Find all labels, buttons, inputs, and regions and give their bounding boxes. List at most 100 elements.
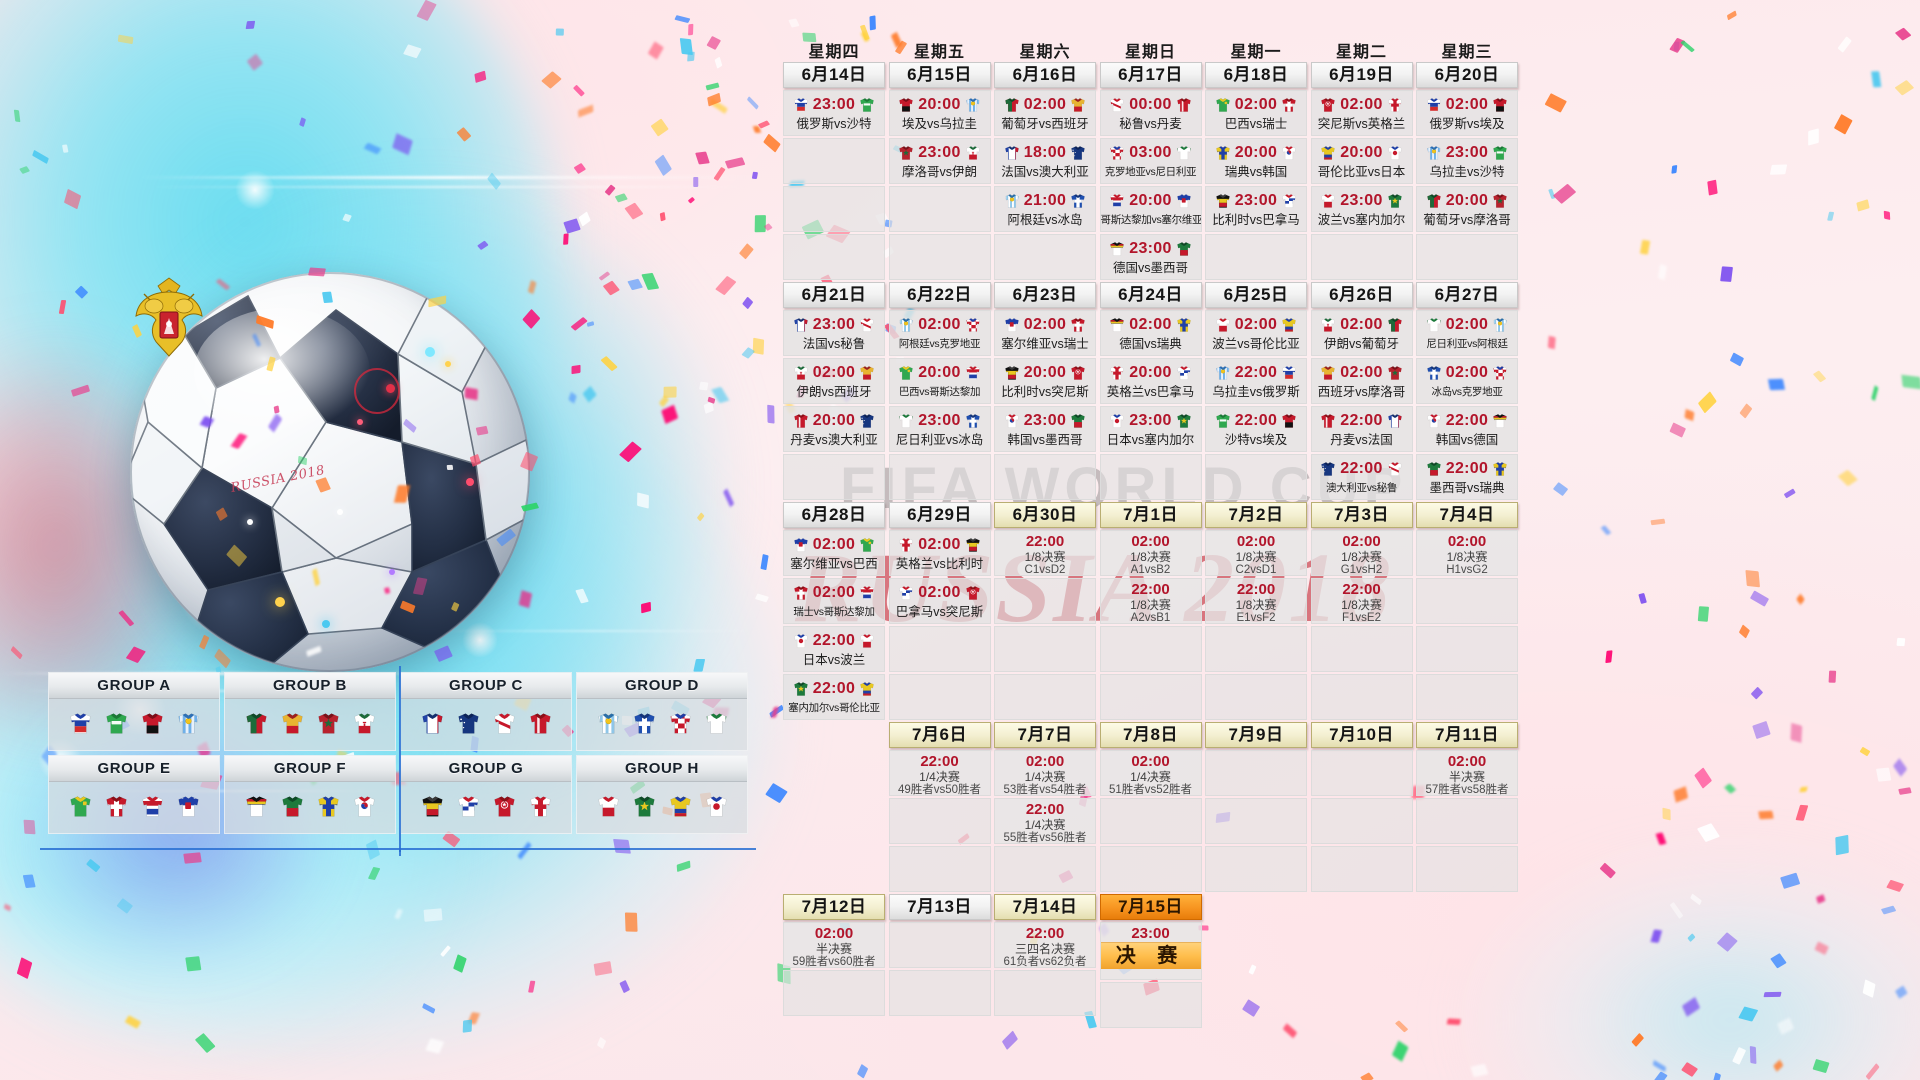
group-match-cell[interactable]: 02:00 巴拿马vs突尼斯 xyxy=(888,578,991,624)
group-box-group-c[interactable]: GROUP C xyxy=(400,672,572,751)
date-header-6月22日[interactable]: 6月22日 xyxy=(888,282,991,308)
group-match-cell[interactable]: 03:00 克罗地亚vs尼日利亚 xyxy=(1099,138,1202,184)
group-match-cell[interactable]: 02:00 德国vs瑞典 xyxy=(1099,310,1202,356)
group-match-cell[interactable]: 02:00 西班牙vs摩洛哥 xyxy=(1310,358,1413,404)
date-header-6月19日[interactable]: 6月19日 xyxy=(1310,62,1413,88)
group-match-cell[interactable]: 20:00 瑞典vs韩国 xyxy=(1205,138,1307,184)
date-header-7月14日[interactable]: 7月14日 xyxy=(994,894,1096,920)
group-box-group-g[interactable]: GROUP G xyxy=(400,755,572,834)
group-box-group-h[interactable]: GROUP H xyxy=(576,755,748,834)
group-box-group-f[interactable]: GROUP F xyxy=(224,755,396,834)
date-header-7月15日[interactable]: 7月15日 xyxy=(1099,894,1202,920)
date-header-7月6日[interactable]: 7月6日 xyxy=(888,722,991,748)
group-box-group-a[interactable]: GROUP A xyxy=(48,672,220,751)
knockout-match-cell[interactable]: 02:00 半决赛 57胜者vs58胜者 xyxy=(1416,750,1518,796)
date-header-6月27日[interactable]: 6月27日 xyxy=(1416,282,1518,308)
group-match-cell[interactable]: 18:00 法国vs澳大利亚 xyxy=(994,138,1096,184)
group-box-group-b[interactable]: GROUP B xyxy=(224,672,396,751)
date-header-7月10日[interactable]: 7月10日 xyxy=(1310,722,1413,748)
group-match-cell[interactable]: 02:00 葡萄牙vs西班牙 xyxy=(994,90,1096,136)
knockout-match-cell[interactable]: 22:00 1/8决赛 F1vsE2 xyxy=(1310,578,1413,624)
group-match-cell[interactable]: 02:00 塞尔维亚vs巴西 xyxy=(783,530,885,576)
group-box-group-e[interactable]: GROUP E xyxy=(48,755,220,834)
date-header-7月11日[interactable]: 7月11日 xyxy=(1416,722,1518,748)
knockout-match-cell[interactable]: 22:00 1/4决赛 55胜者vs56胜者 xyxy=(994,798,1096,844)
date-header-6月14日[interactable]: 6月14日 xyxy=(783,62,885,88)
group-match-cell[interactable]: 20:00 巴西vs哥斯达黎加 xyxy=(888,358,991,404)
group-match-cell[interactable]: 23:00 德国vs墨西哥 xyxy=(1099,234,1202,280)
group-match-cell[interactable]: 02:00 英格兰vs比利时 xyxy=(888,530,991,576)
date-header-7月4日[interactable]: 7月4日 xyxy=(1416,502,1518,528)
group-match-cell[interactable]: 23:00 尼日利亚vs冰岛 xyxy=(888,406,991,452)
knockout-match-cell[interactable]: 02:00 1/8决赛 A1vsB2 xyxy=(1099,530,1202,576)
group-match-cell[interactable]: 20:00 哥斯达黎加vs塞尔维亚 xyxy=(1099,186,1202,232)
group-match-cell[interactable]: 02:00 伊朗vs葡萄牙 xyxy=(1310,310,1413,356)
group-match-cell[interactable]: 23:00 韩国vs墨西哥 xyxy=(994,406,1096,452)
group-match-cell[interactable]: 23:00 波兰vs塞内加尔 xyxy=(1310,186,1413,232)
group-match-cell[interactable]: 22:00 沙特vs埃及 xyxy=(1205,406,1307,452)
knockout-match-cell[interactable]: 22:00 1/8决赛 E1vsF2 xyxy=(1205,578,1307,624)
group-match-cell[interactable]: 23:00 比利时vs巴拿马 xyxy=(1205,186,1307,232)
group-match-cell[interactable]: 20:00 葡萄牙vs摩洛哥 xyxy=(1416,186,1518,232)
group-match-cell[interactable]: 02:00 尼日利亚vs阿根廷 xyxy=(1416,310,1518,356)
group-match-cell[interactable]: 22:00 塞内加尔vs哥伦比亚 xyxy=(783,674,885,720)
date-header-7月1日[interactable]: 7月1日 xyxy=(1099,502,1202,528)
date-header-7月8日[interactable]: 7月8日 xyxy=(1099,722,1202,748)
group-box-group-d[interactable]: GROUP D xyxy=(576,672,748,751)
group-match-cell[interactable]: 02:00 伊朗vs西班牙 xyxy=(783,358,885,404)
date-header-7月7日[interactable]: 7月7日 xyxy=(994,722,1096,748)
group-match-cell[interactable]: 20:00 埃及vs乌拉圭 xyxy=(888,90,991,136)
final-match-cell[interactable]: 23:00 决 赛 xyxy=(1099,922,1202,980)
knockout-match-cell[interactable]: 22:00 1/4决赛 49胜者vs50胜者 xyxy=(888,750,991,796)
date-header-7月2日[interactable]: 7月2日 xyxy=(1205,502,1307,528)
date-header-7月13日[interactable]: 7月13日 xyxy=(888,894,991,920)
group-match-cell[interactable]: 20:00 比利时vs突尼斯 xyxy=(994,358,1096,404)
date-header-7月9日[interactable]: 7月9日 xyxy=(1205,722,1307,748)
knockout-match-cell[interactable]: 22:00 1/8决赛 C1vsD2 xyxy=(994,530,1096,576)
knockout-match-cell[interactable]: 02:00 1/4决赛 53胜者vs54胜者 xyxy=(994,750,1096,796)
group-match-cell[interactable]: 20:00 哥伦比亚vs日本 xyxy=(1310,138,1413,184)
group-match-cell[interactable]: 02:00 俄罗斯vs埃及 xyxy=(1416,90,1518,136)
date-header-6月21日[interactable]: 6月21日 xyxy=(783,282,885,308)
group-match-cell[interactable]: 02:00 瑞士vs哥斯达黎加 xyxy=(783,578,885,624)
group-match-cell[interactable]: 20:00 英格兰vs巴拿马 xyxy=(1099,358,1202,404)
date-header-7月12日[interactable]: 7月12日 xyxy=(783,894,885,920)
date-header-6月30日[interactable]: 6月30日 xyxy=(994,502,1096,528)
group-match-cell[interactable]: 22:00 丹麦vs法国 xyxy=(1310,406,1413,452)
knockout-match-cell[interactable]: 02:00 1/4决赛 51胜者vs52胜者 xyxy=(1099,750,1202,796)
group-match-cell[interactable]: 02:00 冰岛vs克罗地亚 xyxy=(1416,358,1518,404)
date-header-6月15日[interactable]: 6月15日 xyxy=(888,62,991,88)
date-header-6月29日[interactable]: 6月29日 xyxy=(888,502,991,528)
date-header-6月17日[interactable]: 6月17日 xyxy=(1099,62,1202,88)
group-match-cell[interactable]: 22:00 乌拉圭vs俄罗斯 xyxy=(1205,358,1307,404)
knockout-match-cell[interactable]: 02:00 1/8决赛 H1vsG2 xyxy=(1416,530,1518,576)
group-match-cell[interactable]: 22:00 墨西哥vs瑞典 xyxy=(1416,454,1518,500)
knockout-match-cell[interactable]: 22:00 1/8决赛 A2vsB1 xyxy=(1099,578,1202,624)
group-match-cell[interactable]: 02:00 巴西vs瑞士 xyxy=(1205,90,1307,136)
date-header-6月28日[interactable]: 6月28日 xyxy=(783,502,885,528)
group-match-cell[interactable]: 21:00 阿根廷vs冰岛 xyxy=(994,186,1096,232)
group-match-cell[interactable]: 02:00 突尼斯vs英格兰 xyxy=(1310,90,1413,136)
knockout-match-cell[interactable]: 02:00 半决赛 59胜者vs60胜者 xyxy=(783,922,885,968)
date-header-6月25日[interactable]: 6月25日 xyxy=(1205,282,1307,308)
group-match-cell[interactable]: 22:00 日本vs波兰 xyxy=(783,626,885,672)
knockout-match-cell[interactable]: 22:00 三四名决赛 61负者vs62负者 xyxy=(994,922,1096,968)
group-match-cell[interactable]: 02:00 波兰vs哥伦比亚 xyxy=(1205,310,1307,356)
knockout-match-cell[interactable]: 02:00 1/8决赛 C2vsD1 xyxy=(1205,530,1307,576)
group-match-cell[interactable]: 02:00 阿根廷vs克罗地亚 xyxy=(888,310,991,356)
knockout-match-cell[interactable]: 02:00 1/8决赛 G1vsH2 xyxy=(1310,530,1413,576)
group-match-cell[interactable]: 23:00 日本vs塞内加尔 xyxy=(1099,406,1202,452)
group-match-cell[interactable]: 20:00 丹麦vs澳大利亚 xyxy=(783,406,885,452)
group-match-cell[interactable]: 23:00 乌拉圭vs沙特 xyxy=(1416,138,1518,184)
date-header-6月16日[interactable]: 6月16日 xyxy=(994,62,1096,88)
group-match-cell[interactable]: 23:00 摩洛哥vs伊朗 xyxy=(888,138,991,184)
date-header-6月24日[interactable]: 6月24日 xyxy=(1099,282,1202,308)
group-match-cell[interactable]: 23:00 俄罗斯vs沙特 xyxy=(783,90,885,136)
date-header-7月3日[interactable]: 7月3日 xyxy=(1310,502,1413,528)
group-match-cell[interactable]: 00:00 秘鲁vs丹麦 xyxy=(1099,90,1202,136)
date-header-6月26日[interactable]: 6月26日 xyxy=(1310,282,1413,308)
group-match-cell[interactable]: 02:00 塞尔维亚vs瑞士 xyxy=(994,310,1096,356)
date-header-6月20日[interactable]: 6月20日 xyxy=(1416,62,1518,88)
group-match-cell[interactable]: 22:00 韩国vs德国 xyxy=(1416,406,1518,452)
date-header-6月23日[interactable]: 6月23日 xyxy=(994,282,1096,308)
